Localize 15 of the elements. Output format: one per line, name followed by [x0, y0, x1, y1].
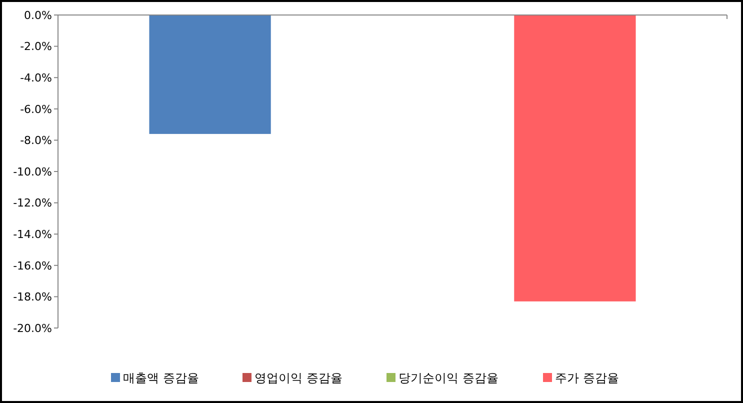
legend-label: 매출액 증감율: [123, 371, 199, 385]
y-tick-label: -4.0%: [20, 71, 52, 84]
y-tick-label: -14.0%: [13, 228, 52, 241]
legend-label: 주가 증감율: [555, 371, 619, 385]
legend-label: 영업이익 증감율: [254, 371, 342, 385]
y-tick-label: -16.0%: [13, 259, 52, 272]
y-tick-label: -20.0%: [13, 322, 52, 335]
y-tick-label: -12.0%: [13, 196, 52, 210]
y-tick-label: -18.0%: [13, 290, 52, 304]
y-tick-label: -6.0%: [20, 102, 52, 116]
y-tick-label: 0.0%: [24, 8, 52, 22]
y-tick-label: -8.0%: [20, 134, 52, 148]
legend-label: 당기순이익 증감율: [398, 371, 498, 385]
y-tick-label: -2.0%: [20, 40, 52, 54]
y-tick-label: -10.0%: [13, 165, 52, 178]
